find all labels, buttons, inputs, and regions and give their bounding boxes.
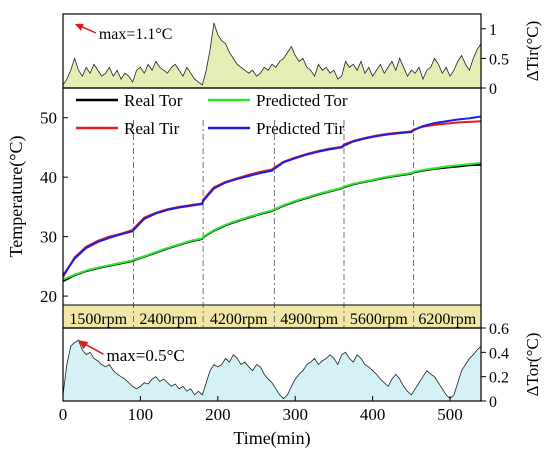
xtick-label: 300 (282, 405, 308, 424)
speed-band-label: 1500rpm (69, 311, 127, 328)
speed-band-label: 2400rpm (139, 311, 197, 328)
bottom-ytick-label: 0.6 (489, 321, 509, 338)
top-delta-line (62, 22, 482, 86)
bottom-annotation-label: max=0.5°C (106, 346, 184, 365)
top-ytick-label: 0.5 (489, 51, 509, 68)
mid-ytick-label: 30 (40, 228, 57, 247)
xaxis-label: Time(min) (233, 428, 310, 449)
speed-band-label: 4900rpm (280, 311, 338, 328)
top-area-fill (63, 22, 481, 89)
bottom-ytick-label: 0 (489, 394, 497, 411)
mid-ytick-label: 50 (40, 109, 57, 128)
legend-label: Real Tir (124, 119, 180, 138)
speed-band-background (63, 305, 481, 328)
top-ytick-label: 1 (489, 22, 497, 39)
mid-ytick-label: 40 (40, 168, 57, 187)
bottom-ylabel: ΔTor(°C) (523, 333, 542, 397)
mid-ytick-label: 20 (40, 287, 57, 306)
xtick-label: 0 (59, 405, 68, 424)
legend-label: Predicted Tir (256, 119, 345, 138)
top-annotation-arrowhead (74, 23, 84, 31)
xtick-label: 100 (128, 405, 154, 424)
panel-frame (62, 327, 482, 402)
series-line-predicted-tor (62, 161, 482, 281)
xtick-label: 500 (437, 405, 463, 424)
bottom-area-fill (63, 340, 481, 401)
bottom-ytick-label: 0.2 (489, 370, 509, 387)
top-ylabel: ΔTir(°C) (523, 21, 542, 82)
bottom-delta-line (62, 339, 482, 400)
xtick-label: 400 (360, 405, 386, 424)
xtick-label: 200 (205, 405, 231, 424)
series-line-real-tir (62, 120, 482, 278)
speed-band-label: 5600rpm (350, 311, 408, 328)
bottom-ytick-label: 0.4 (489, 345, 509, 362)
top-ytick-label: 0 (489, 81, 497, 98)
series-line-predicted-tir (62, 115, 482, 276)
bottom-annotation-arrowhead (78, 340, 89, 350)
mid-ylabel: Temperature(°C) (6, 136, 27, 258)
speed-band-label: 6200rpm (418, 311, 476, 328)
speed-band-label: 4200rpm (210, 311, 268, 328)
series-line-real-tor (62, 163, 482, 283)
legend-label: Predicted Tor (256, 91, 348, 110)
top-annotation-label: max=1.1°C (99, 26, 173, 43)
legend-label: Real Tor (124, 91, 183, 110)
